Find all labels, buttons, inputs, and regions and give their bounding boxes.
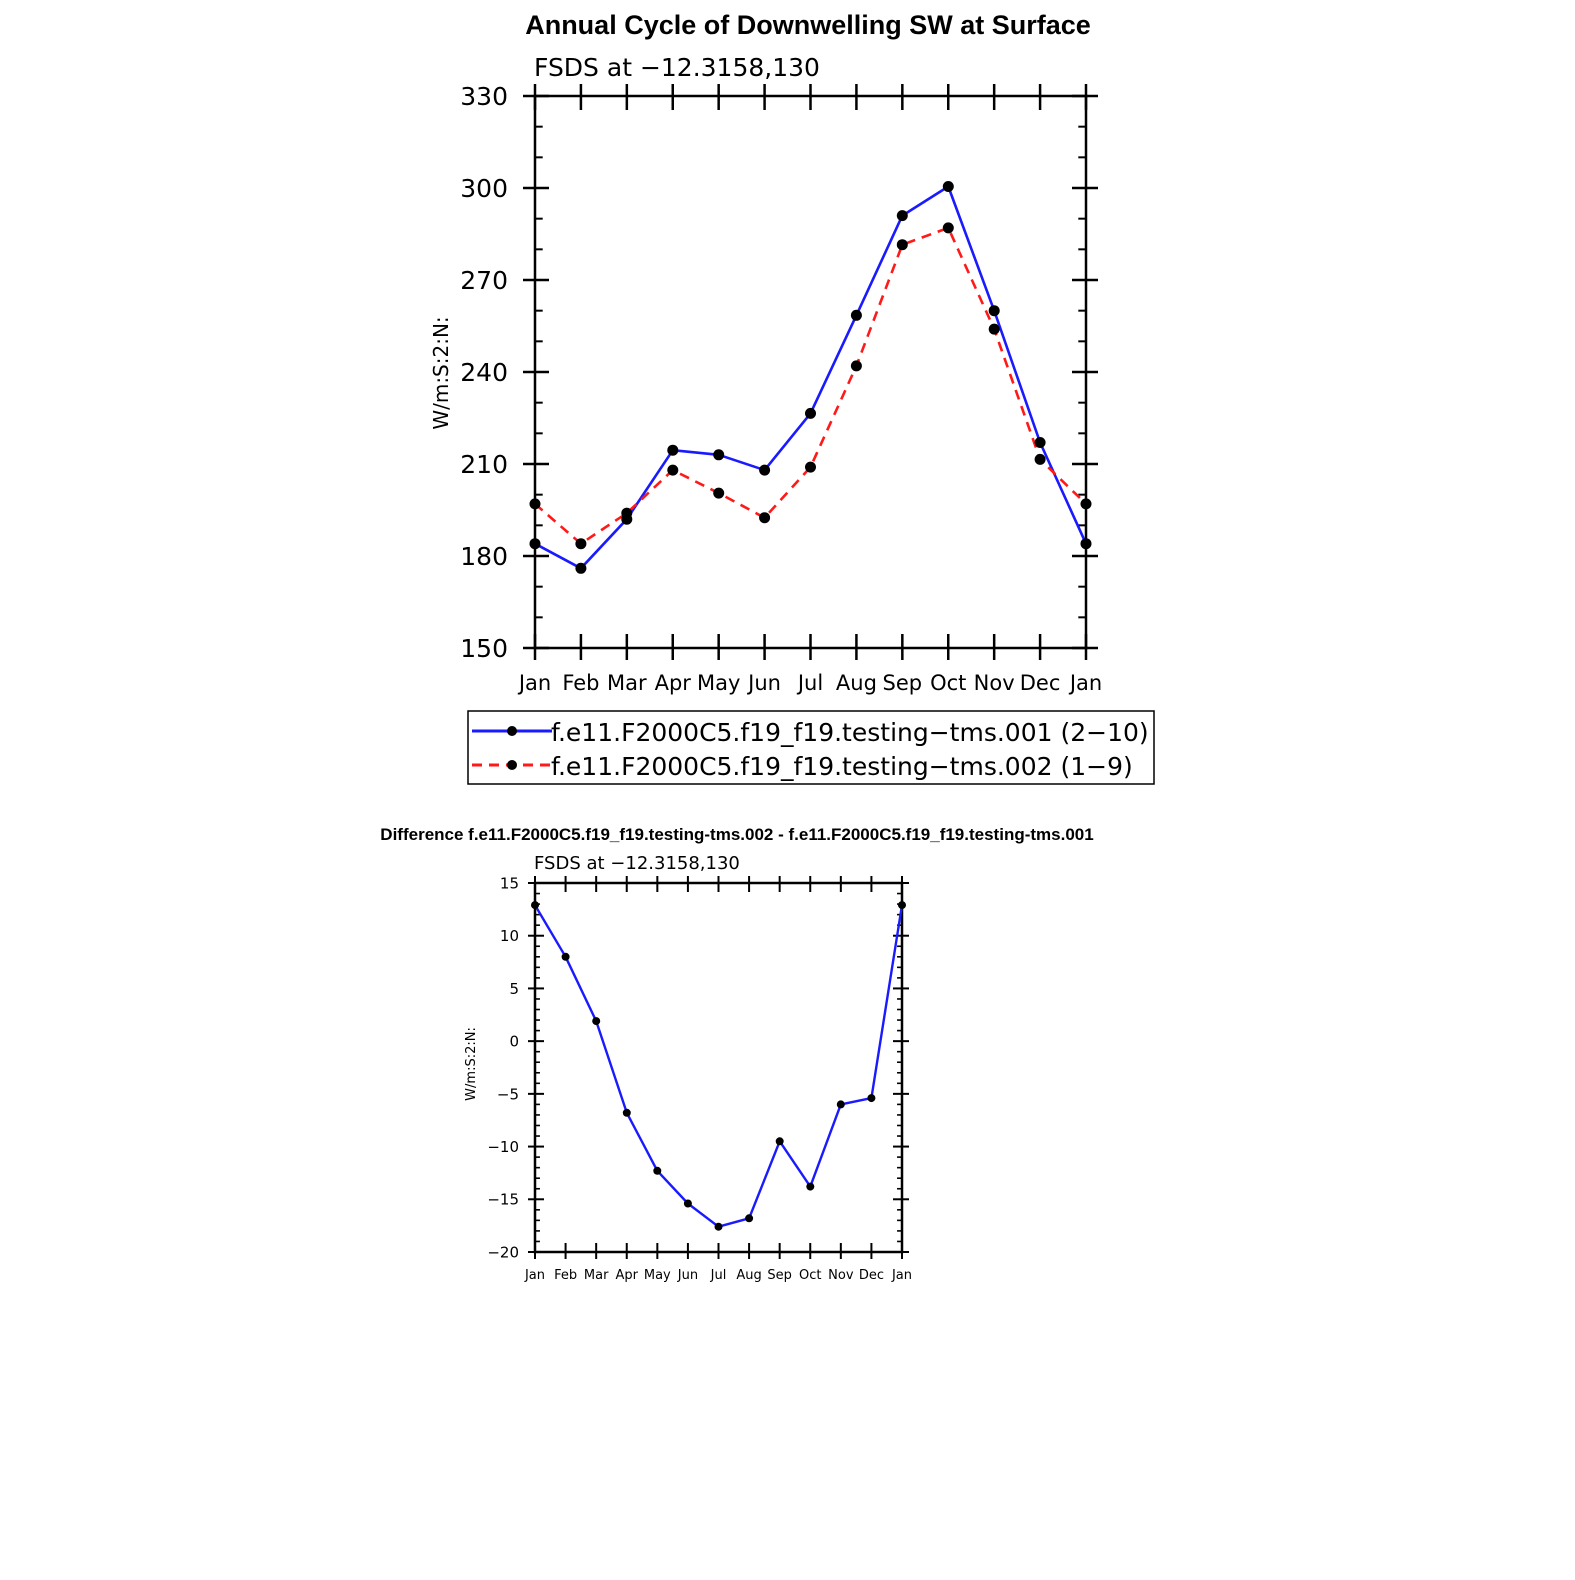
series-2-point bbox=[529, 498, 541, 510]
x-tick-label: Jan bbox=[517, 671, 551, 695]
x-tick-label: Sep bbox=[883, 671, 923, 695]
y-tick-label: 150 bbox=[460, 634, 508, 663]
series-1-point bbox=[575, 562, 587, 574]
chart1-subtitle: FSDS at −12.3158,130 bbox=[534, 53, 820, 82]
x-tick-label: Aug bbox=[736, 1268, 761, 1283]
y-tick-label: 15 bbox=[500, 874, 519, 892]
chart1-plot: Jan Feb Mar Apr May Jun Jul Aug Sep Oct Nov Dec Jan 1… bbox=[460, 82, 1102, 695]
x-tick-label: Dec bbox=[1020, 671, 1061, 695]
y-tick-label: 5 bbox=[509, 980, 519, 998]
x-tick-label: Apr bbox=[655, 671, 692, 695]
series-1-point bbox=[806, 1182, 815, 1191]
series-2-point bbox=[621, 507, 633, 519]
series-1-point bbox=[988, 305, 1000, 317]
x-tick-label: Mar bbox=[584, 1268, 609, 1283]
x-tick-label: Jun bbox=[746, 671, 781, 695]
x-tick-label: Jul bbox=[796, 671, 823, 695]
series-1-point bbox=[745, 1214, 754, 1223]
chart2-plot: Jan Feb Mar Apr May Jun Jul Aug Sep Oct Nov Dec Jan−… bbox=[487, 874, 912, 1283]
x-tick-label: Feb bbox=[562, 671, 599, 695]
series-1-point bbox=[683, 1199, 692, 1208]
series-1-point bbox=[561, 952, 570, 961]
y-tick-label: 0 bbox=[509, 1033, 519, 1051]
series-2-point bbox=[805, 461, 816, 473]
series-1-point bbox=[531, 901, 539, 910]
series-2-point bbox=[667, 464, 679, 476]
series-1-point bbox=[805, 407, 816, 419]
chart1-legend: f.e11.F2000C5.f19_f19.testing−tms.001 (2… bbox=[467, 710, 1155, 785]
series-1-point bbox=[1080, 538, 1092, 550]
series-1-point bbox=[867, 1094, 876, 1103]
y-tick-label: 10 bbox=[500, 927, 519, 945]
x-tick-label: Nov bbox=[828, 1268, 854, 1283]
x-tick-label: Jan bbox=[1068, 671, 1102, 695]
y-tick-label: 300 bbox=[460, 174, 508, 203]
chart2-ylabel: W/m:S:2:N: bbox=[464, 1027, 479, 1101]
series-2-point bbox=[759, 512, 771, 524]
series-1-point bbox=[759, 464, 771, 476]
series-2-point bbox=[850, 360, 862, 372]
chart2-title: Difference f.e11.F2000C5.f19_f19.testing… bbox=[380, 825, 1093, 844]
y-tick-label: 210 bbox=[460, 450, 508, 479]
y-tick-label: −10 bbox=[487, 1138, 519, 1156]
x-tick-label: Aug bbox=[836, 671, 877, 695]
y-tick-label: −15 bbox=[487, 1191, 519, 1209]
chart1-title: Annual Cycle of Downwelling SW at Surfac… bbox=[525, 10, 1091, 40]
x-tick-label: Oct bbox=[930, 671, 966, 695]
x-tick-label: Mar bbox=[607, 671, 647, 695]
chart2-subtitle: FSDS at −12.3158,130 bbox=[534, 853, 740, 874]
x-tick-label: Sep bbox=[767, 1268, 792, 1283]
y-tick-label: −20 bbox=[487, 1243, 519, 1261]
series-1-point bbox=[529, 538, 541, 550]
series-1-point bbox=[850, 309, 862, 321]
series-2-point bbox=[942, 222, 954, 234]
x-tick-label: Jul bbox=[710, 1268, 727, 1283]
x-tick-label: May bbox=[697, 671, 740, 695]
series-2-point bbox=[1034, 453, 1046, 465]
series-1-point bbox=[653, 1166, 662, 1175]
y-tick-label: 270 bbox=[460, 266, 508, 295]
x-tick-label: Apr bbox=[616, 1268, 639, 1283]
y-tick-label: −5 bbox=[497, 1085, 519, 1103]
legend-series2-marker bbox=[507, 760, 517, 770]
series-1-point bbox=[898, 901, 906, 910]
series-1-point bbox=[713, 449, 725, 461]
x-tick-label: Oct bbox=[799, 1268, 821, 1283]
legend-series2-label: f.e11.F2000C5.f19_f19.testing−tms.002 (1… bbox=[551, 752, 1133, 781]
series-2-point bbox=[575, 538, 587, 550]
legend-box bbox=[467, 710, 1155, 785]
x-tick-label: Jan bbox=[524, 1268, 545, 1283]
series-1-point bbox=[1034, 437, 1046, 448]
x-tick-label: May bbox=[644, 1268, 671, 1283]
x-tick-label: Jan bbox=[891, 1268, 912, 1283]
series-2-point bbox=[988, 323, 1000, 335]
x-tick-label: Feb bbox=[554, 1268, 577, 1283]
series-1-point bbox=[896, 210, 908, 222]
series-2-point bbox=[1080, 498, 1092, 510]
series-1-point bbox=[836, 1100, 845, 1109]
series-1-point bbox=[622, 1108, 631, 1117]
series-1-point bbox=[942, 181, 954, 192]
chart1-ylabel: W/m:S:2:N: bbox=[429, 316, 453, 429]
series-1-point bbox=[592, 1017, 601, 1026]
legend-series1-marker bbox=[507, 726, 517, 736]
legend-series1-label: f.e11.F2000C5.f19_f19.testing−tms.001 (2… bbox=[551, 718, 1149, 747]
series-1-point bbox=[714, 1222, 723, 1231]
series-1-point bbox=[667, 444, 679, 456]
x-tick-label: Jun bbox=[677, 1268, 698, 1283]
series-2-point bbox=[896, 239, 908, 251]
y-tick-label: 240 bbox=[460, 358, 508, 387]
series-2-point bbox=[713, 487, 725, 499]
series-1-point bbox=[775, 1137, 784, 1146]
x-tick-label: Nov bbox=[974, 671, 1015, 695]
x-tick-label: Dec bbox=[859, 1268, 884, 1283]
y-tick-label: 330 bbox=[460, 82, 508, 111]
y-tick-label: 180 bbox=[460, 542, 508, 571]
